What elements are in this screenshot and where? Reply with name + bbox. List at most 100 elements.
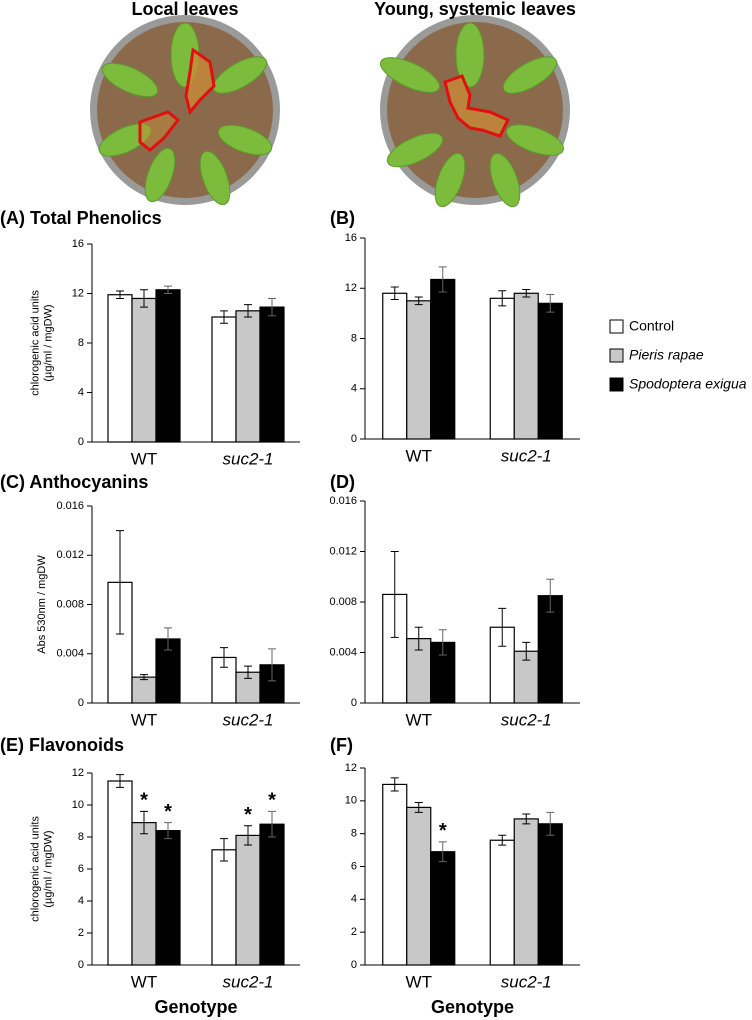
error-bar — [390, 286, 399, 301]
error-bar — [546, 811, 555, 836]
bar — [430, 278, 456, 440]
error-bar — [498, 290, 507, 307]
error-bar — [498, 607, 507, 647]
y-tick-label: 2 — [351, 926, 357, 938]
error-bar — [244, 825, 252, 846]
y-tick-label: 0 — [78, 959, 84, 971]
error-bar — [414, 626, 423, 651]
error-bar — [164, 822, 172, 840]
error-bar — [268, 810, 276, 838]
y-tick-label: 0 — [78, 697, 84, 709]
bar — [537, 595, 563, 704]
x-tick-label: WT — [406, 446, 432, 465]
y-tick-label: 0.004 — [329, 646, 357, 658]
y-tick-label: 0 — [351, 433, 357, 445]
error-bar — [244, 665, 252, 679]
y-tick-label: 12 — [72, 767, 84, 779]
y-tick-label: 0.012 — [56, 549, 84, 561]
error-bar — [546, 294, 555, 313]
y-tick-label: 10 — [345, 795, 357, 807]
error-bar — [116, 774, 124, 788]
bar — [235, 834, 261, 966]
y-tick-label: 6 — [351, 860, 357, 872]
y-tick-label: 8 — [351, 828, 357, 840]
error-bar — [268, 648, 276, 682]
error-bar — [220, 310, 228, 324]
error-bar — [164, 627, 172, 651]
y-tick-label: 16 — [72, 238, 84, 250]
error-bar — [546, 578, 555, 613]
legend-swatch — [609, 319, 624, 334]
y-axis-label: chlorogenic acid units — [29, 816, 41, 922]
bar — [489, 839, 515, 966]
significance-mark: * — [268, 790, 276, 812]
x-tick-label: suc2-1 — [222, 449, 273, 468]
y-tick-label: 8 — [78, 831, 84, 843]
x-tick-label: suc2-1 — [501, 972, 552, 991]
bar — [131, 297, 157, 443]
y-tick-label: 12 — [345, 762, 357, 774]
error-bar — [220, 838, 228, 862]
x-tick-label: WT — [131, 449, 157, 468]
x-tick-label: suc2-1 — [501, 446, 552, 465]
significance-mark: * — [244, 804, 252, 826]
y-tick-label: 10 — [72, 799, 84, 811]
bar — [513, 292, 539, 440]
error-bar — [414, 296, 423, 306]
y-tick-label: 0.016 — [329, 495, 357, 507]
y-tick-label: 0.008 — [329, 596, 357, 608]
error-bar — [268, 297, 276, 317]
x-tick-label: WT — [131, 972, 157, 991]
legend: Control Pieris rapae Spodoptera exigua — [609, 318, 747, 392]
bar — [259, 306, 285, 443]
bar — [489, 297, 515, 440]
y-tick-label: 2 — [78, 927, 84, 939]
significance-mark: * — [439, 820, 447, 842]
error-bar — [116, 530, 124, 635]
y-axis-label: (µg/ml / mgDW) — [42, 830, 54, 907]
chart-title: (D) — [330, 472, 355, 492]
x-tick-label: WT — [406, 710, 432, 729]
error-bar — [390, 551, 399, 638]
bar — [259, 823, 285, 966]
chart-title: (A) Total Phenolics — [0, 208, 162, 228]
bar — [211, 849, 237, 966]
error-bar — [244, 304, 252, 318]
bar — [537, 823, 563, 966]
y-axis-label: (µg/ml / mgDW) — [42, 304, 54, 381]
y-tick-label: 4 — [351, 893, 357, 905]
error-bar — [438, 629, 447, 656]
y-tick-label: 0.008 — [56, 598, 84, 610]
x-tick-label: WT — [131, 710, 157, 729]
photo-title: Young, systemic leaves — [374, 0, 576, 19]
legend-swatch — [609, 348, 624, 363]
error-bar — [140, 810, 148, 835]
legend-label: Pieris rapae — [629, 347, 704, 363]
bar — [107, 780, 133, 966]
y-tick-label: 16 — [345, 232, 357, 244]
error-bar — [390, 777, 399, 792]
chart-title: (C) Anthocyanins — [0, 472, 148, 492]
x-axis-label: Genotype — [154, 997, 237, 1017]
bar — [107, 294, 133, 443]
error-bar — [522, 641, 531, 661]
significance-mark: * — [140, 790, 148, 812]
bar — [513, 818, 539, 966]
bar — [382, 783, 408, 966]
error-bar — [498, 834, 507, 846]
y-tick-label: 8 — [351, 332, 357, 344]
error-bar — [414, 801, 423, 813]
error-bar — [116, 290, 124, 299]
chart-title: (F) — [330, 735, 353, 755]
error-bar — [140, 289, 148, 308]
bar — [211, 316, 237, 443]
y-tick-label: 0 — [78, 436, 84, 448]
bar — [430, 851, 456, 966]
bar — [406, 300, 432, 440]
y-tick-label: 0.016 — [56, 500, 84, 512]
bar — [155, 289, 181, 443]
x-tick-label: suc2-1 — [222, 972, 273, 991]
error-bar — [220, 647, 228, 668]
error-bar — [522, 813, 531, 825]
